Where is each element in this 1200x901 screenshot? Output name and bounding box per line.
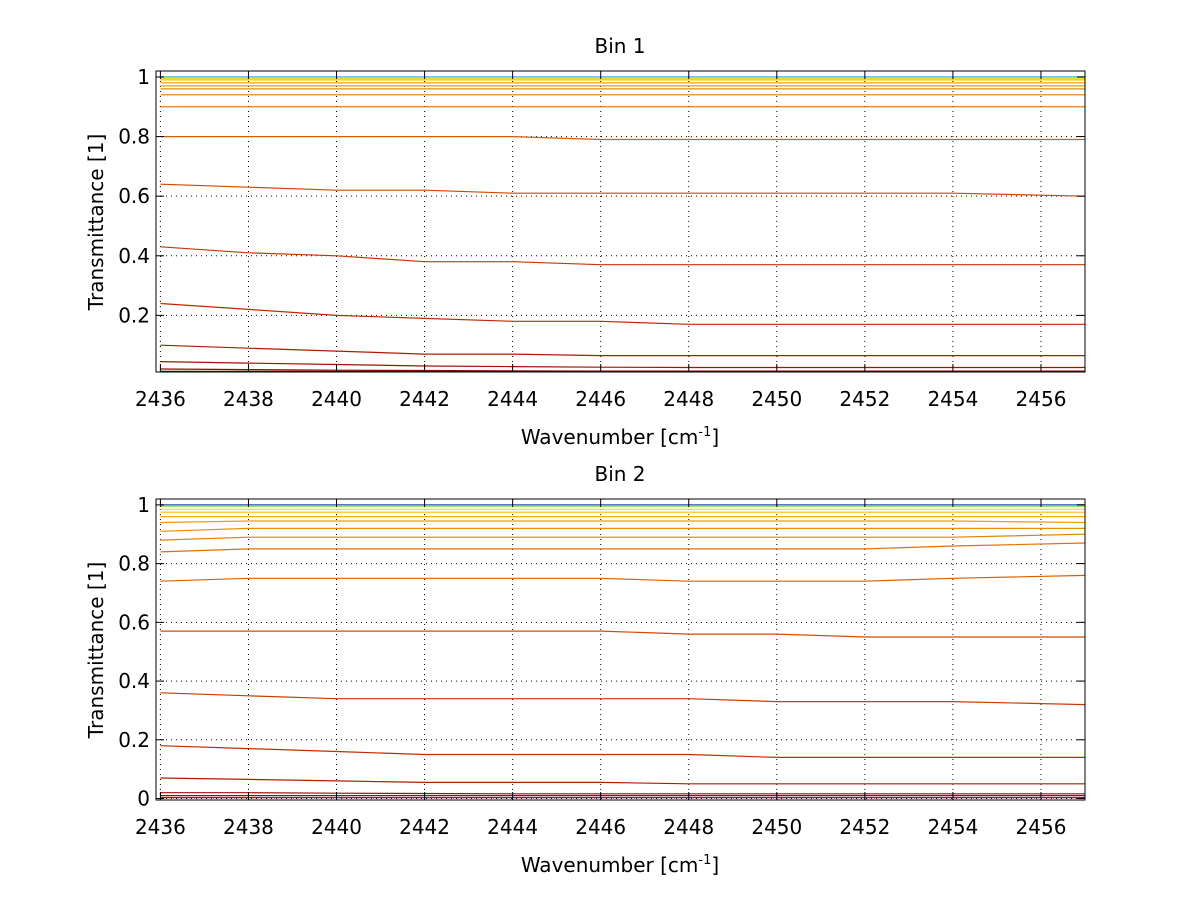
x-tick-label: 2454	[927, 387, 978, 411]
bin-1-y-axis-label: Transmittance [1]	[84, 134, 108, 312]
y-tick-label: 1	[137, 493, 150, 517]
series-line-10	[160, 542, 1086, 553]
bin-2-y-ticks: 0 0.2 0.4 0.6 0.8 1	[118, 493, 1085, 811]
x-tick-label: 2446	[575, 387, 626, 411]
y-tick-label: 0.6	[118, 610, 150, 634]
x-tick-label: 2454	[927, 815, 978, 839]
bin-2-x-ticks: 2436 2438 2440 2442 2444 2446 2448 2450 2452 2454…	[135, 499, 1066, 839]
bin-1-title: Bin 1	[594, 34, 645, 58]
x-tick-label: 2450	[751, 387, 802, 411]
series-line-11	[160, 136, 1085, 141]
bin-2-title: Bin 2	[594, 462, 645, 486]
bin-2-x-axis-label-superscript: -1	[698, 853, 711, 868]
x-tick-label: 2452	[839, 387, 890, 411]
bin-1-x-ticks: 2436 2438 2440 2442 2444 2446 2448 2450 2452 2454…	[135, 71, 1066, 411]
x-tick-label: 2446	[575, 815, 626, 839]
x-tick-label: 2444	[487, 815, 538, 839]
bin-2-x-axis-label-close: ]	[711, 853, 719, 877]
bin-1-x-axis-label-main: Wavenumber [cm	[521, 425, 699, 449]
x-tick-label: 2456	[1016, 387, 1067, 411]
x-tick-label: 2440	[311, 387, 362, 411]
y-tick-label: 0.4	[118, 244, 150, 268]
bin-1-x-axis-label: Wavenumber [cm-1]	[521, 425, 719, 449]
series-line-14	[160, 302, 1085, 325]
y-tick-label: 0	[137, 787, 150, 811]
x-tick-label: 2438	[223, 815, 274, 839]
bin-1-axes-box	[155, 70, 1086, 373]
y-tick-label: 0.2	[118, 728, 150, 752]
y-tick-label: 0.6	[118, 184, 150, 208]
y-tick-label: 0.8	[118, 125, 150, 149]
x-tick-label: 2436	[135, 815, 186, 839]
x-tick-label: 2440	[311, 815, 362, 839]
bin-2-x-axis-label-main: Wavenumber [cm	[521, 853, 699, 877]
x-tick-label: 2448	[663, 387, 714, 411]
x-tick-label: 2442	[399, 387, 450, 411]
x-tick-label: 2436	[135, 387, 186, 411]
bin-2-y-axis-label: Transmittance [1]	[84, 562, 108, 740]
series-line-13	[160, 692, 1086, 706]
x-tick-label: 2448	[663, 815, 714, 839]
y-tick-label: 1	[137, 65, 150, 89]
y-tick-label: 0.4	[118, 669, 150, 693]
bin-1-x-axis-label-superscript: -1	[698, 425, 711, 440]
series-line-9	[160, 533, 1086, 541]
series-line-7	[160, 520, 1086, 524]
bin-2-x-axis-label: Wavenumber [cm-1]	[521, 853, 719, 877]
bin-1-x-axis-label-close: ]	[711, 425, 719, 449]
x-tick-label: 2450	[751, 815, 802, 839]
bin-2-series-group	[160, 504, 1086, 799]
bin-1-y-ticks: 0.2 0.4 0.6 0.8 1	[118, 65, 1085, 327]
series-line-8	[160, 527, 1085, 532]
x-tick-label: 2444	[487, 387, 538, 411]
series-line-11	[160, 574, 1086, 582]
y-tick-label: 0.8	[118, 552, 150, 576]
x-tick-label: 2456	[1016, 815, 1067, 839]
series-line-15	[160, 344, 1085, 357]
series-line-15	[160, 777, 1085, 785]
x-tick-label: 2438	[223, 387, 274, 411]
x-tick-label: 2452	[839, 815, 890, 839]
y-tick-label: 0.2	[118, 303, 150, 327]
series-line-14	[160, 745, 1085, 758]
bin-1-grid	[156, 71, 1085, 372]
bin-1-panel: Bin 1 2436 2438 2440 2442 2444 2446 2448 2450 24…	[84, 34, 1086, 449]
series-line-12	[160, 183, 1086, 197]
series-line-12	[160, 630, 1085, 638]
bin-2-panel: Bin 2 2436 2438 2440 2442 2444 2446 2448 2450 24…	[84, 462, 1086, 877]
bin-2-axes-box	[155, 498, 1086, 801]
series-line-13	[160, 246, 1085, 266]
x-tick-label: 2442	[399, 815, 450, 839]
